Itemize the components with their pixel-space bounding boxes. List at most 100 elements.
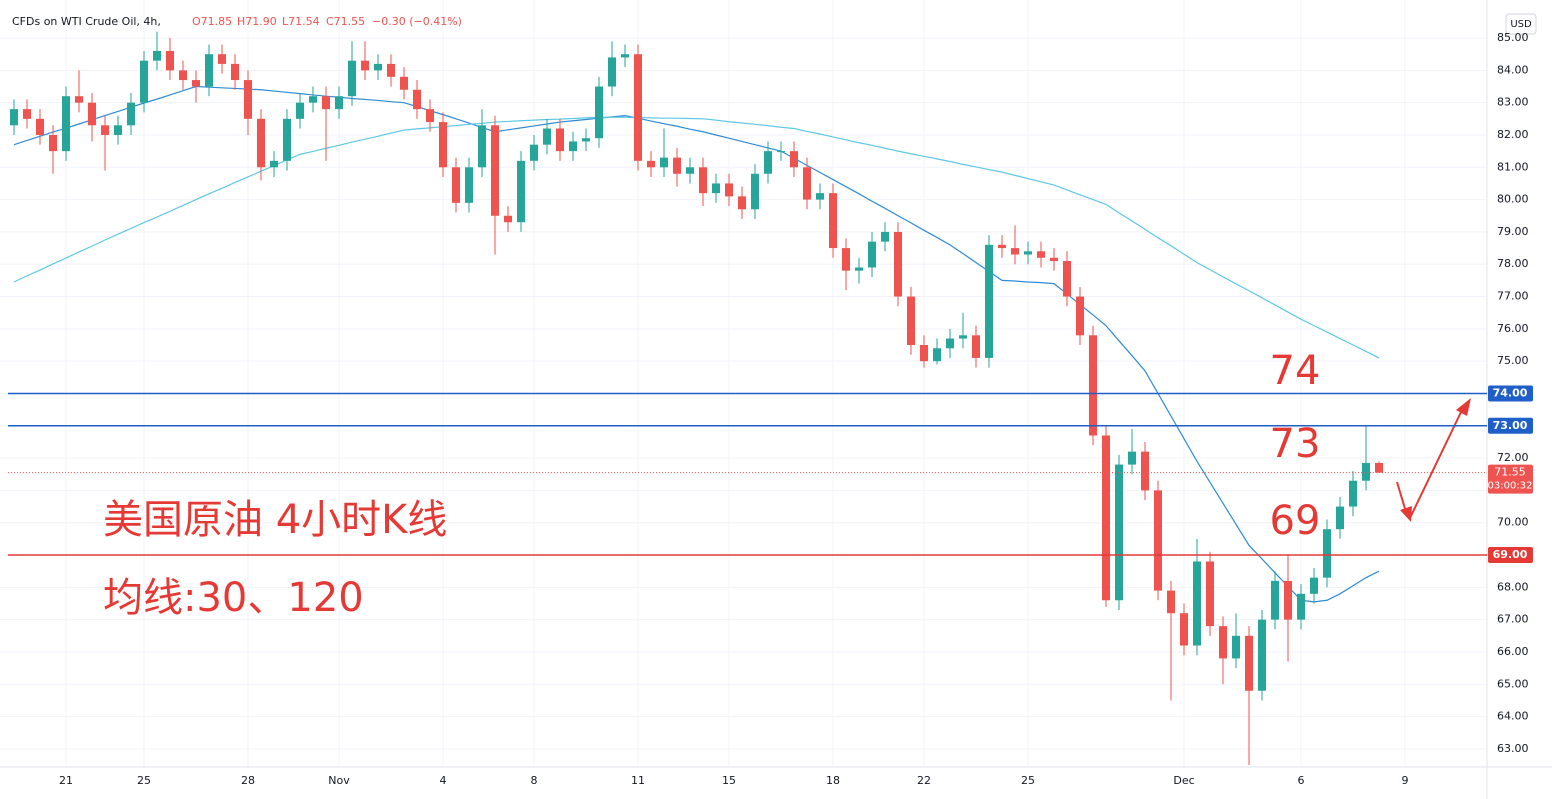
candle-body (686, 167, 694, 174)
candle-body (673, 157, 681, 174)
candle-body (907, 296, 915, 346)
candle-body (62, 96, 70, 152)
candle-body (738, 196, 746, 210)
y-tick-label: 80.00 (1497, 193, 1529, 206)
y-tick-label: 75.00 (1497, 354, 1529, 367)
candle-body (1167, 590, 1175, 614)
y-tick-label: 83.00 (1497, 96, 1529, 109)
candle-body (751, 173, 759, 210)
candle-body (790, 151, 798, 168)
candle-body (127, 102, 135, 126)
x-tick-label: 11 (631, 774, 645, 787)
y-tick-label: 70.00 (1497, 516, 1529, 529)
candle-body (699, 167, 707, 194)
y-tick-label: 79.00 (1497, 225, 1529, 238)
candle-body (36, 118, 44, 135)
annotation: 均线:30、120 (103, 575, 364, 621)
arrows (1396, 398, 1471, 522)
candle-body (218, 54, 226, 64)
candle-body (595, 86, 603, 139)
candle-body (803, 167, 811, 200)
x-tick-label: Dec (1173, 774, 1194, 787)
candle-body (1154, 490, 1162, 591)
candle-body (621, 54, 629, 58)
y-tick-label: 63.00 (1497, 742, 1529, 755)
candle-body (114, 125, 122, 135)
candle-body (179, 70, 187, 81)
candle-body (660, 157, 668, 168)
level-annotation: 74 (1270, 348, 1321, 394)
level-label: 74.00 (1493, 386, 1528, 399)
candle-body (881, 231, 889, 242)
candle-body (1336, 506, 1344, 530)
candle-body (1284, 580, 1292, 620)
candle-body (1102, 435, 1110, 601)
candle-body (1115, 464, 1123, 601)
arrow (1396, 481, 1407, 513)
candle-body (1310, 577, 1318, 594)
candle-body (868, 241, 876, 268)
y-tick-label: 84.00 (1497, 63, 1529, 76)
candle-body (88, 102, 96, 126)
candle-body (985, 244, 993, 358)
candle-body (439, 122, 447, 168)
x-tick-label: 8 (531, 774, 538, 787)
candle-body (322, 96, 330, 110)
x-tick-label: 6 (1298, 774, 1305, 787)
candle-body (478, 125, 486, 168)
candle-body (75, 96, 83, 103)
candle-body (1245, 635, 1253, 691)
arrow (1409, 409, 1463, 519)
header: CFDs on WTI Crude Oil, 4h, O71.85 H71.90… (12, 15, 462, 28)
y-tick-label: 85.00 (1497, 31, 1529, 44)
candle-body (920, 345, 928, 362)
candle-body (777, 151, 785, 153)
level-annotation: 69 (1270, 498, 1321, 544)
currency-box[interactable] (1505, 13, 1537, 35)
x-tick-label: 18 (826, 774, 840, 787)
level-label: 73.00 (1493, 419, 1528, 432)
candle-body (569, 141, 577, 152)
header-low: L71.54 (282, 15, 320, 28)
candle-body (10, 109, 18, 126)
candle-body (1206, 561, 1214, 627)
chart-title: CFDs on WTI Crude Oil, 4h, (12, 15, 161, 28)
arrow-head (1400, 506, 1412, 522)
candle-body (647, 160, 655, 168)
level-badge (1488, 417, 1533, 434)
candle-body (1037, 251, 1045, 258)
candle-body (1089, 335, 1097, 436)
candle-body (556, 128, 564, 152)
candle-body (1050, 257, 1058, 261)
candle-body (413, 89, 421, 110)
candle-body (296, 102, 304, 119)
candle-body (1375, 462, 1383, 473)
candle-body (244, 80, 252, 119)
candle-body (959, 335, 967, 339)
candle-body (946, 338, 954, 349)
candle-body (530, 144, 538, 161)
y-tick-label: 82.00 (1497, 128, 1529, 141)
candle-body (998, 244, 1006, 249)
candle-body (1362, 462, 1370, 481)
level-annotation: 73 (1270, 421, 1321, 467)
x-tick-label: 25 (137, 774, 151, 787)
candle-body (192, 80, 200, 87)
candle-body (829, 193, 837, 249)
header-change: −0.30 (−0.41%) (372, 15, 462, 28)
last-price-label: 71.55 (1494, 466, 1526, 479)
x-tick-label: 25 (1021, 774, 1035, 787)
candle-body (1141, 451, 1149, 491)
candle-body (348, 60, 356, 97)
x-tick-label: 28 (241, 774, 255, 787)
candle-body (1011, 248, 1019, 255)
y-tick-label: 72.00 (1497, 451, 1529, 464)
y-tick-label: 78.00 (1497, 257, 1529, 270)
candle-body (1180, 613, 1188, 646)
level-badge (1488, 547, 1533, 564)
x-tick-label: 21 (59, 774, 73, 787)
candle-body (335, 96, 343, 110)
candle-body (426, 109, 434, 123)
candle-body (1349, 480, 1357, 507)
